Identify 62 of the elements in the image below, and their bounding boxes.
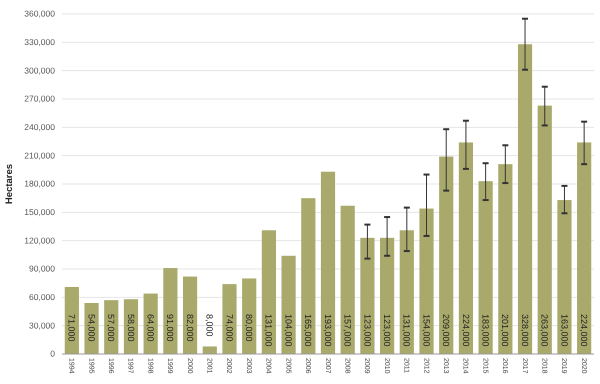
data-label: 123,000 (382, 314, 392, 347)
y-tick-label: 30,000 (29, 320, 56, 330)
data-label: 263,000 (540, 314, 550, 347)
y-tick-label: 300,000 (24, 65, 56, 76)
data-label: 165,000 (303, 314, 314, 347)
data-label: 80,000 (244, 314, 254, 342)
bar (202, 346, 217, 354)
bar (242, 278, 256, 354)
bar (557, 200, 572, 354)
y-tick-label: 210,000 (24, 150, 56, 160)
y-tick-label: 330,000 (24, 37, 56, 48)
bar (498, 164, 512, 354)
data-label: 104,000 (283, 314, 294, 347)
y-tick-label: 240,000 (24, 122, 56, 132)
data-label: 201,000 (500, 314, 510, 347)
y-tick-label: 60,000 (29, 292, 56, 302)
y-axis-title: Hectares (4, 164, 15, 204)
bar (163, 268, 178, 354)
data-label: 154,000 (421, 314, 432, 347)
y-tick-label: 90,000 (29, 264, 56, 274)
y-tick-label: 180,000 (24, 178, 56, 189)
data-label: 82,000 (184, 314, 195, 342)
data-label: 91,000 (165, 314, 176, 342)
data-label: 163,000 (559, 314, 570, 347)
bar (538, 106, 552, 354)
data-label: 224,000 (460, 314, 471, 347)
data-label: 157,000 (342, 314, 353, 347)
data-label: 224,000 (579, 314, 589, 347)
bar (340, 206, 355, 354)
data-label: 123,000 (362, 314, 372, 347)
data-label: 328,000 (520, 314, 530, 347)
data-label: 64,000 (146, 314, 156, 342)
data-label: 74,000 (224, 314, 234, 342)
bar (380, 238, 394, 354)
data-label: 58,000 (126, 314, 136, 342)
data-label: 71,000 (66, 314, 77, 342)
bar (360, 238, 374, 354)
bar (577, 142, 592, 354)
y-tick-label: 120,000 (24, 235, 56, 246)
bar (282, 256, 296, 354)
data-label: 57,000 (106, 314, 116, 342)
y-tick-label: 0 (50, 348, 56, 359)
data-label: 193,000 (322, 314, 333, 347)
data-label: 183,000 (480, 314, 490, 347)
data-label: 131,000 (264, 314, 274, 347)
bar (320, 172, 336, 354)
bar (262, 230, 276, 354)
bar (301, 198, 316, 354)
data-label: 209,000 (441, 314, 452, 347)
bar (458, 142, 474, 354)
y-tick-label: 360,000 (24, 8, 56, 19)
bar (478, 181, 493, 354)
y-tick-label: 150,000 (24, 207, 56, 218)
bar (419, 208, 434, 354)
data-label: 54,000 (86, 314, 96, 342)
bar (439, 156, 454, 354)
bar (400, 230, 414, 354)
bar (144, 294, 158, 354)
data-label: 8,000 (204, 314, 215, 337)
bar (518, 44, 532, 354)
data-label: 131,000 (402, 314, 412, 347)
y-tick-label: 270,000 (24, 94, 56, 104)
